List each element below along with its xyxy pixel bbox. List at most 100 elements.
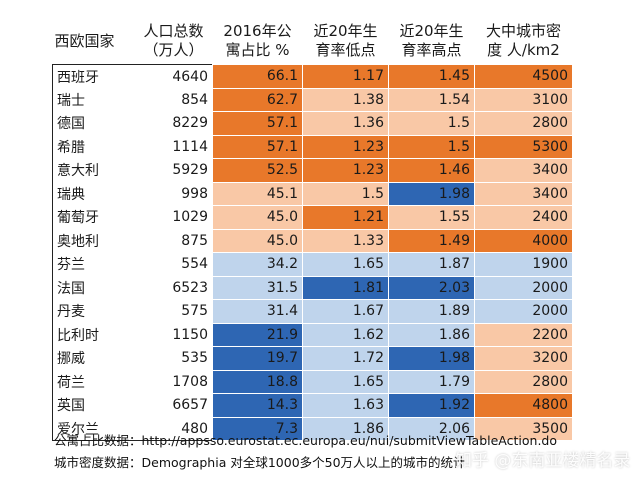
- table-row: 芬兰 554 34.2 1.65 1.87 1900: [52, 252, 573, 277]
- fertility-high-cell: 1.54: [388, 87, 475, 112]
- header-country-line: 西欧国家: [54, 31, 115, 50]
- apartment-data-source-note: 公寓占比数据：http://appsso.eurostat.ec.europa.…: [54, 433, 558, 448]
- header-population-line: 人口总数: [143, 22, 204, 40]
- apartment-share-cell: 14.3: [212, 393, 303, 418]
- population-cell: 1708: [134, 370, 213, 394]
- population-cell: 4640: [134, 64, 213, 88]
- city-density-cell: 3400: [474, 158, 573, 183]
- population-cell: 6657: [134, 393, 213, 417]
- apartment-share-cell: 66.1: [212, 64, 303, 89]
- city-density-cell: 2000: [474, 299, 573, 324]
- table-row: 希腊 1114 57.1 1.23 1.5 5300: [52, 134, 573, 159]
- table-row: 西班牙 4640 66.1 1.17 1.45 4500: [52, 64, 573, 89]
- country-name-cell: 荷兰: [52, 370, 135, 394]
- apartment-share-cell: 19.7: [212, 346, 303, 371]
- header-fertility-high: 近20年生 育率高点: [389, 18, 475, 65]
- table-row: 瑞士 854 62.7 1.38 1.54 3100: [52, 87, 573, 112]
- city-density-cell: 4800: [474, 393, 573, 418]
- population-cell: 535: [134, 346, 213, 370]
- population-cell: 854: [134, 88, 213, 112]
- header-apartment-share: 2016年公 寓占比 %: [213, 18, 303, 65]
- fertility-high-cell: 1.46: [388, 158, 475, 183]
- population-cell: 5929: [134, 158, 213, 182]
- header-fertility-low: 近20年生 育率低点: [303, 18, 389, 65]
- country-name-cell: 丹麦: [52, 299, 135, 323]
- header-fertility-high-line: 育率高点: [401, 41, 462, 59]
- population-cell: 875: [134, 229, 213, 253]
- fertility-low-cell: 1.72: [302, 346, 389, 371]
- country-name-cell: 德国: [52, 111, 135, 135]
- country-name-cell: 挪威: [52, 346, 135, 370]
- fertility-high-cell: 2.06: [388, 416, 475, 441]
- fertility-high-cell: 1.92: [388, 393, 475, 418]
- city-density-cell: 2800: [474, 369, 573, 394]
- table-row: 葡萄牙 1029 45.0 1.21 1.55 2400: [52, 205, 573, 230]
- apartment-share-cell: 45.0: [212, 228, 303, 253]
- city-density-cell: 4000: [474, 228, 573, 253]
- apartment-share-cell: 52.5: [212, 158, 303, 183]
- fertility-high-cell: 1.98: [388, 346, 475, 371]
- fertility-high-cell: 1.49: [388, 228, 475, 253]
- city-density-cell: 2400: [474, 205, 573, 230]
- table-row: 挪威 535 19.7 1.72 1.98 3200: [52, 346, 573, 371]
- country-name-cell: 爱尔兰: [52, 417, 135, 441]
- table-row: 比利时 1150 21.9 1.62 1.86 2200: [52, 322, 573, 347]
- population-cell: 1150: [134, 323, 213, 347]
- table-row: 奥地利 875 45.0 1.33 1.49 4000: [52, 228, 573, 253]
- population-cell: 8229: [134, 111, 213, 135]
- fertility-low-cell: 1.33: [302, 228, 389, 253]
- fertility-low-cell: 1.17: [302, 64, 389, 89]
- apartment-share-cell: 21.9: [212, 322, 303, 347]
- country-name-cell: 希腊: [52, 135, 135, 159]
- country-name-cell: 西班牙: [52, 64, 135, 88]
- country-name-cell: 法国: [52, 276, 135, 300]
- fertility-high-cell: 1.79: [388, 369, 475, 394]
- population-cell: 554: [134, 252, 213, 276]
- fertility-low-cell: 1.65: [302, 369, 389, 394]
- apartment-share-cell: 18.8: [212, 369, 303, 394]
- country-name-cell: 奥地利: [52, 229, 135, 253]
- country-name-cell: 比利时: [52, 323, 135, 347]
- fertility-low-cell: 1.36: [302, 111, 389, 136]
- watermark-text: 知乎 @东南亚楼精名录: [455, 451, 631, 471]
- apartment-share-cell: 62.7: [212, 87, 303, 112]
- density-data-source-note: 城市密度数据：Demographia 对全球1000多个50万人以上的城市的统计: [54, 455, 466, 470]
- table-row: 丹麦 575 31.4 1.67 1.89 2000: [52, 299, 573, 324]
- fertility-high-cell: 1.87: [388, 252, 475, 277]
- fertility-high-cell: 1.86: [388, 322, 475, 347]
- fertility-high-cell: 1.5: [388, 134, 475, 159]
- city-density-cell: 2800: [474, 111, 573, 136]
- header-country: 西欧国家: [53, 18, 135, 65]
- apartment-share-cell: 31.5: [212, 275, 303, 300]
- city-density-cell: 3100: [474, 87, 573, 112]
- apartment-share-cell: 34.2: [212, 252, 303, 277]
- header-row: 西欧国家 人口总数 （万人） 2016年公 寓占比 % 近20年生 育率低点 近20年生 育率高…: [52, 18, 573, 65]
- table-body: 西班牙 4640 66.1 1.17 1.45 4500 瑞士 854 62.7 1.38 1.54…: [52, 64, 573, 441]
- fertility-low-cell: 1.65: [302, 252, 389, 277]
- fertility-low-cell: 1.62: [302, 322, 389, 347]
- header-fertility-low-line: 育率低点: [315, 41, 376, 59]
- city-density-cell: 5300: [474, 134, 573, 159]
- fertility-low-cell: 1.23: [302, 158, 389, 183]
- fertility-high-cell: 1.89: [388, 299, 475, 324]
- city-density-cell: 3400: [474, 181, 573, 206]
- fertility-low-cell: 1.81: [302, 275, 389, 300]
- population-cell: 575: [134, 299, 213, 323]
- table-row: 爱尔兰 480 7.3 1.86 2.06 3500: [52, 416, 573, 441]
- city-density-cell: 4500: [474, 64, 573, 89]
- table-row: 意大利 5929 52.5 1.23 1.46 3400: [52, 158, 573, 183]
- table-row: 法国 6523 31.5 1.81 2.03 2000: [52, 275, 573, 300]
- header-population: 人口总数 （万人）: [135, 18, 213, 65]
- apartment-share-cell: 45.1: [212, 181, 303, 206]
- city-density-cell: 1900: [474, 252, 573, 277]
- fertility-low-cell: 1.21: [302, 205, 389, 230]
- population-cell: 480: [134, 417, 213, 441]
- header-apartment-share-line: 寓占比 %: [225, 41, 290, 59]
- population-cell: 6523: [134, 276, 213, 300]
- table-header: 西欧国家 人口总数 （万人） 2016年公 寓占比 % 近20年生 育率低点 近20年生 育率高…: [52, 18, 573, 65]
- apartment-share-cell: 45.0: [212, 205, 303, 230]
- table-row: 英国 6657 14.3 1.63 1.92 4800: [52, 393, 573, 418]
- header-fertility-high-line: 近20年生: [399, 22, 464, 40]
- city-density-cell: 2000: [474, 275, 573, 300]
- population-cell: 1114: [134, 135, 213, 159]
